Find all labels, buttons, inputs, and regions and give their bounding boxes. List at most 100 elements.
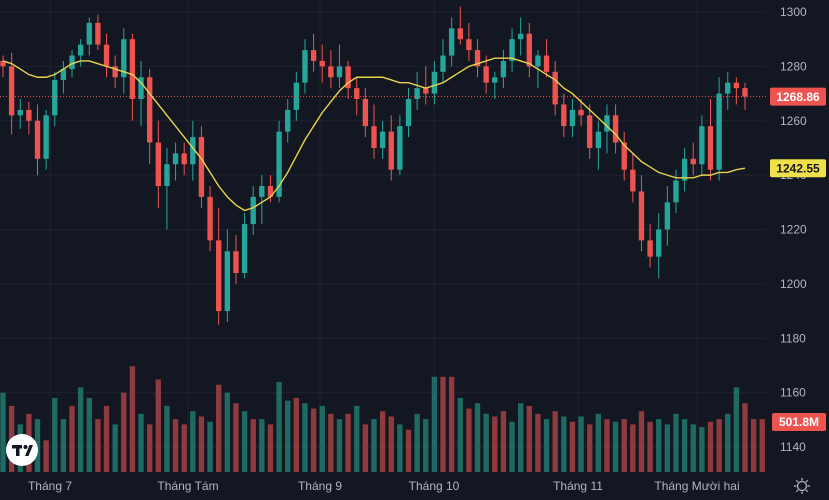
candle-body	[371, 126, 377, 148]
candle	[379, 120, 386, 159]
volume-bar	[302, 403, 308, 472]
candle-body	[621, 142, 627, 170]
volume-bar	[250, 419, 256, 472]
volume-bar	[34, 419, 41, 472]
candle-body	[552, 71, 558, 105]
candle	[440, 39, 446, 83]
volume-bar	[405, 429, 412, 472]
volume-bar	[233, 403, 239, 472]
volume-bar	[112, 424, 118, 472]
volume-bar	[561, 416, 567, 472]
candle-body	[319, 60, 325, 67]
candle	[276, 120, 282, 203]
candle-body	[285, 109, 291, 132]
candle	[17, 99, 23, 129]
candle-body	[423, 88, 429, 94]
volume-bar	[216, 384, 222, 472]
candle-body	[276, 131, 282, 197]
candle-body	[707, 126, 714, 170]
candle	[155, 120, 161, 208]
candle-body	[146, 77, 153, 143]
candle-body	[69, 55, 75, 70]
volume-bar	[742, 403, 748, 472]
candle-body	[379, 131, 386, 148]
volume-bar	[328, 413, 334, 472]
candle	[630, 153, 636, 203]
volume-bar	[0, 392, 6, 472]
candle	[293, 71, 300, 121]
volume-bar	[138, 413, 144, 472]
volume-bar	[621, 419, 627, 472]
candle	[241, 213, 248, 279]
volume-value: 501.8M	[779, 415, 819, 429]
candle-body	[699, 126, 705, 165]
volume-bar	[440, 376, 446, 472]
candle-body	[181, 153, 187, 165]
volume-bar	[388, 416, 394, 472]
candle-body	[233, 251, 239, 273]
candle	[483, 55, 489, 94]
volume-bar	[354, 405, 360, 472]
candle-body	[500, 60, 507, 78]
candle	[397, 115, 403, 176]
time-tick-label: Tháng 7	[28, 479, 72, 493]
volume-bar	[86, 397, 92, 472]
volume-bar	[276, 382, 282, 472]
volume-bar	[474, 403, 481, 472]
candle	[431, 60, 438, 105]
volume-bar	[414, 413, 420, 472]
volume-bar	[604, 419, 610, 472]
candle	[578, 99, 584, 127]
volume-bar	[612, 421, 619, 472]
volume-bar	[164, 405, 170, 472]
time-tick-label: Tháng Tám	[157, 479, 218, 493]
candle-body	[466, 39, 472, 51]
candle-body	[604, 115, 610, 132]
volume-bar	[77, 387, 84, 472]
candle	[95, 14, 101, 51]
candle-body	[224, 251, 231, 312]
price-tick-label: 1300	[780, 5, 807, 19]
candle-body	[733, 82, 740, 89]
settings-gear-icon[interactable]	[794, 478, 810, 494]
volume-bar	[293, 397, 300, 472]
price-tick-label: 1280	[780, 59, 807, 73]
price-axis[interactable]: 114011601180120012201240126012801300	[780, 5, 807, 454]
tradingview-logo-icon[interactable]	[6, 434, 38, 466]
volume-bar	[60, 419, 67, 472]
candle	[621, 131, 627, 181]
volume-bar	[656, 419, 662, 472]
candle	[457, 6, 463, 45]
candle-body	[561, 104, 567, 127]
candle-body	[517, 33, 524, 40]
candle-body	[216, 240, 222, 312]
candle	[647, 224, 653, 268]
price-tick-label: 1180	[780, 331, 806, 345]
time-tick-label: Tháng 9	[298, 479, 342, 493]
volume-bar	[526, 405, 532, 472]
candle-body	[129, 39, 136, 99]
ma-value: 1242.55	[776, 162, 820, 176]
volume-bar	[172, 419, 179, 472]
candle-body	[198, 137, 205, 197]
volume-bar	[587, 424, 593, 472]
candle-body	[293, 82, 300, 110]
volume-bar	[267, 424, 274, 472]
candle	[198, 126, 205, 208]
volume-bar	[699, 427, 705, 472]
volume-bar	[336, 419, 343, 472]
volume-bar	[224, 392, 231, 472]
candle-body	[362, 99, 369, 127]
candle	[310, 33, 317, 72]
ma-value-badge: 1242.55	[770, 159, 826, 178]
time-axis[interactable]: Tháng 7 Tháng Tám Tháng 9 Tháng 10 Tháng 11 T…	[28, 479, 740, 493]
candle	[595, 120, 602, 170]
candle-body	[43, 115, 49, 159]
candle	[328, 50, 334, 89]
volume-bar	[95, 419, 101, 472]
price-tick-label: 1160	[780, 386, 806, 400]
volume-bar	[423, 419, 429, 472]
candle	[517, 17, 524, 56]
candle	[319, 44, 325, 83]
